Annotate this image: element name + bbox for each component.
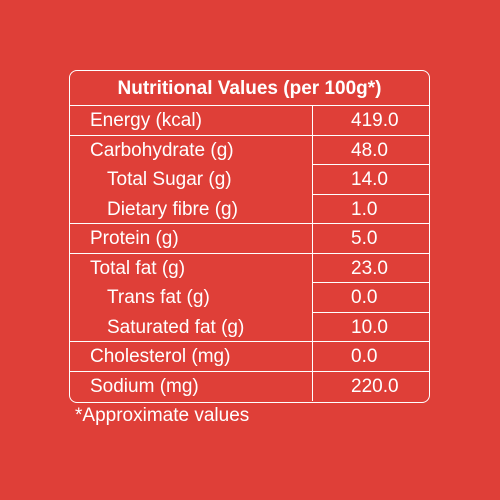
table-title: Nutritional Values (per 100g*): [70, 71, 429, 106]
row-label: Protein (g): [70, 224, 313, 253]
row-label: Carbohydrate (g): [70, 135, 313, 165]
table-row: Saturated fat (g) 10.0: [70, 312, 429, 342]
row-label: Trans fat (g): [70, 283, 313, 313]
row-value: 5.0: [351, 228, 378, 249]
row-label: Sodium (mg): [70, 371, 313, 401]
row-label: Energy (kcal): [70, 106, 313, 135]
table-row: Carbohydrate (g) 48.0: [70, 135, 429, 165]
row-value: 48.0: [313, 136, 429, 165]
footnote: *Approximate values: [75, 405, 250, 426]
row-value: 1.0: [351, 198, 378, 220]
row-label: Dietary fibre (g): [70, 194, 313, 223]
row-label: Saturated fat (g): [70, 312, 313, 341]
row-label: Cholesterol (mg): [70, 342, 313, 371]
row-label: Total fat (g): [70, 253, 313, 283]
row-label: Total Sugar (g): [70, 165, 313, 195]
row-value: 10.0: [351, 316, 388, 338]
table-row: Cholesterol (mg) 0.0: [70, 342, 429, 372]
row-value: 23.0: [313, 254, 429, 283]
row-value: 0.0: [351, 346, 378, 367]
table-row: Protein (g) 5.0: [70, 224, 429, 254]
table-row: Sodium (mg) 220.0: [70, 371, 429, 401]
row-value: 419.0: [351, 110, 399, 131]
table-row: Trans fat (g) 0.0: [70, 283, 429, 313]
nutrition-table: Nutritional Values (per 100g*) Energy (k…: [69, 70, 430, 403]
table-row: Energy (kcal) 419.0: [70, 106, 429, 136]
row-value: 14.0: [313, 165, 429, 195]
row-value: 0.0: [313, 283, 429, 313]
table-row: Total fat (g) 23.0: [70, 253, 429, 283]
row-value: 220.0: [351, 375, 399, 397]
table-row: Dietary fibre (g) 1.0: [70, 194, 429, 224]
table-row: Total Sugar (g) 14.0: [70, 165, 429, 195]
